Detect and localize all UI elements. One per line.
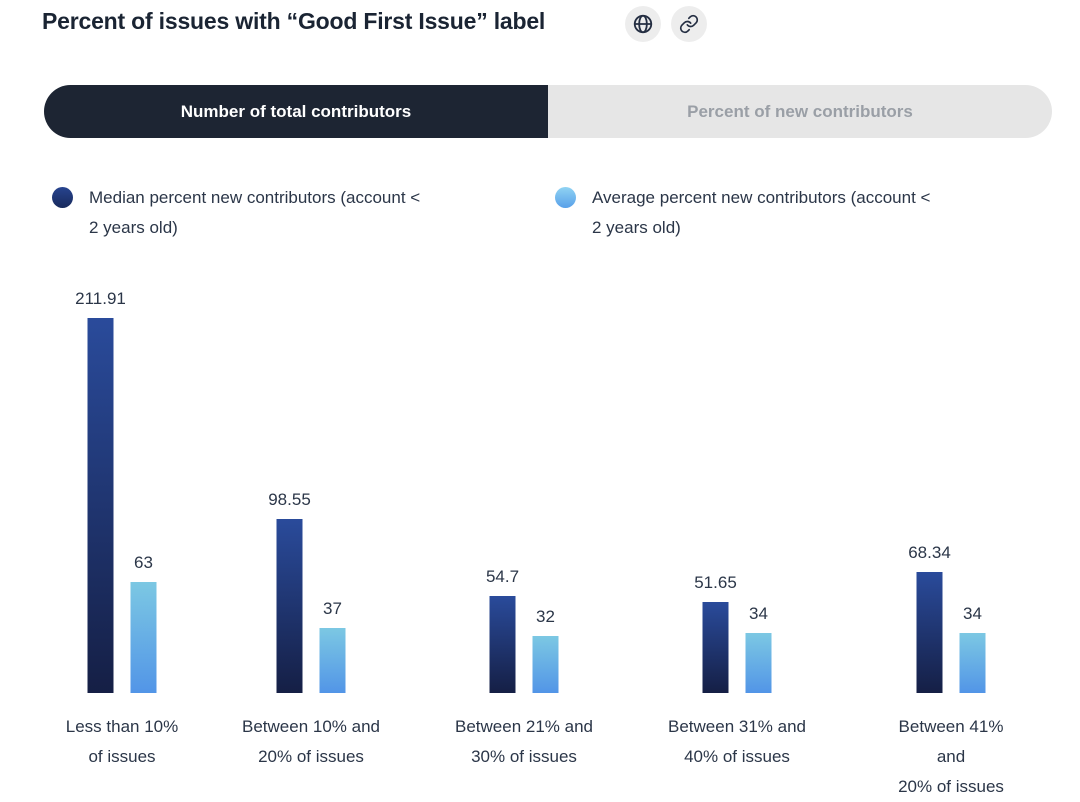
bar-value-label: 34: [963, 603, 982, 623]
average-bar: [745, 632, 772, 693]
bar-value-label: 68.34: [908, 543, 951, 563]
bar-group: 68.34 34: [908, 543, 986, 693]
bar-value-label: 34: [749, 603, 768, 623]
bar-chart: 211.91 63 Less than 10% of issues 98.55 37 Bet…: [65, 289, 1004, 796]
average-bar-slot: 34: [745, 604, 772, 693]
legend-label: Median percent new contributors (account…: [89, 188, 421, 237]
page-title: Percent of issues with “Good First Issue…: [42, 8, 546, 34]
link-icon: [679, 14, 699, 34]
median-bar: [702, 601, 729, 693]
bar-group: 98.55 37: [268, 490, 346, 693]
tab-label: Percent of new contributors: [687, 101, 913, 121]
tab-number-of-total-contributors[interactable]: Number of total contributors: [44, 85, 548, 138]
category-label: Between 31% and 40% of issues: [668, 717, 806, 766]
globe-button[interactable]: [625, 6, 661, 42]
category-label: Between 41% and 20% of issues: [898, 717, 1004, 796]
average-bar-slot: 37: [319, 599, 346, 693]
bar-group: 211.91 63: [75, 289, 157, 693]
tab-label: Number of total contributors: [180, 101, 412, 121]
median-bar-slot: 211.91: [75, 289, 126, 693]
chart-card: Percent of issues with “Good First Issue…: [42, 6, 1052, 796]
average-bar-slot: 32: [532, 607, 559, 693]
median-bar: [489, 596, 516, 693]
tab-bar: Number of total contributors Percent of …: [44, 85, 1052, 138]
globe-icon: [633, 14, 653, 34]
bar-value-label: 32: [536, 607, 555, 627]
bar-group: 51.65 34: [694, 573, 772, 693]
median-bar: [916, 572, 943, 693]
bar-value-label: 98.55: [268, 489, 311, 509]
average-legend-swatch: [555, 187, 576, 208]
legend-label: Average percent new contributors (accoun…: [592, 188, 931, 237]
average-bar: [319, 627, 346, 693]
bar-group: 54.7 32: [486, 567, 559, 693]
bar-value-label: 211.91: [75, 289, 126, 308]
legend-item-average: Average percent new contributors (accoun…: [555, 183, 930, 243]
bar-value-label: 37: [323, 598, 342, 618]
bar-value-label: 51.65: [694, 572, 737, 592]
median-bar: [276, 518, 303, 693]
bar-value-label: 54.7: [485, 567, 520, 587]
average-bar-slot: 63: [130, 553, 157, 693]
median-bar-slot: 54.7: [486, 567, 519, 693]
legend-item-median: Median percent new contributors (account…: [52, 183, 420, 243]
category-label: Between 21% and 30% of issues: [455, 717, 593, 766]
category-label: Less than 10% of issues: [65, 717, 179, 766]
category-label: Between 10% and 20% of issues: [242, 717, 380, 766]
median-bar: [87, 318, 114, 693]
median-bar-slot: 51.65: [694, 573, 737, 693]
link-button[interactable]: [671, 6, 707, 42]
average-bar: [130, 581, 157, 693]
average-bar-slot: 34: [959, 604, 986, 693]
average-bar: [959, 632, 986, 693]
median-bar-slot: 98.55: [268, 490, 311, 693]
median-bar-slot: 68.34: [908, 543, 951, 693]
tab-percent-of-new-contributors[interactable]: Percent of new contributors: [548, 85, 1052, 138]
bar-value-label: 63: [134, 552, 153, 572]
average-bar: [532, 636, 559, 693]
median-legend-swatch: [52, 187, 73, 208]
